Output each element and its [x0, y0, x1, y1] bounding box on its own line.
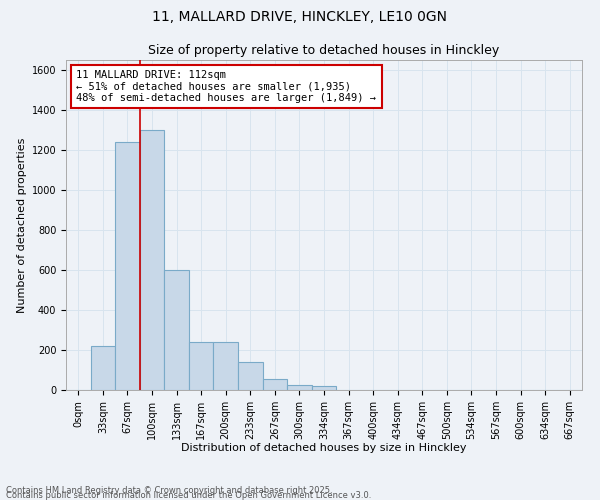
Bar	[140, 130, 164, 390]
Y-axis label: Number of detached properties: Number of detached properties	[17, 138, 28, 312]
Bar	[164, 270, 189, 390]
Bar	[263, 379, 287, 390]
Bar	[91, 346, 115, 390]
Bar	[115, 142, 140, 390]
Bar	[287, 385, 312, 390]
Bar	[312, 386, 336, 390]
Text: Contains public sector information licensed under the Open Government Licence v3: Contains public sector information licen…	[6, 491, 371, 500]
Text: 11, MALLARD DRIVE, HINCKLEY, LE10 0GN: 11, MALLARD DRIVE, HINCKLEY, LE10 0GN	[152, 10, 448, 24]
Title: Size of property relative to detached houses in Hinckley: Size of property relative to detached ho…	[148, 44, 500, 58]
Bar	[238, 362, 263, 390]
Bar	[214, 342, 238, 390]
Text: 11 MALLARD DRIVE: 112sqm
← 51% of detached houses are smaller (1,935)
48% of sem: 11 MALLARD DRIVE: 112sqm ← 51% of detach…	[76, 70, 376, 103]
Text: Contains HM Land Registry data © Crown copyright and database right 2025.: Contains HM Land Registry data © Crown c…	[6, 486, 332, 495]
X-axis label: Distribution of detached houses by size in Hinckley: Distribution of detached houses by size …	[181, 444, 467, 454]
Bar	[189, 342, 214, 390]
